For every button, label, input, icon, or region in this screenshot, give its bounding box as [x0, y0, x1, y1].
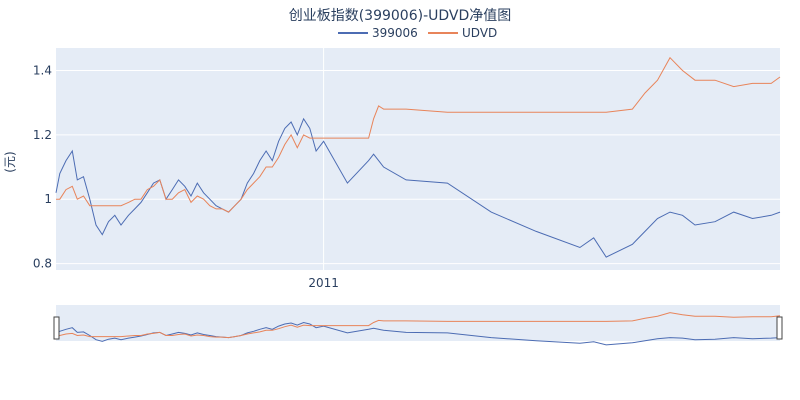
y-tick-label: 0.8: [33, 257, 52, 271]
plot-background: [56, 48, 780, 270]
y-tick-label: 1: [44, 192, 52, 206]
grid-lines: [56, 48, 780, 270]
y-axis-label: (元): [3, 151, 17, 172]
range-slider-handle-left[interactable]: [53, 316, 60, 340]
series-line-399006[interactable]: [55, 117, 781, 258]
y-axis-ticks: 0.8 1 1.2 1.4: [33, 64, 52, 271]
legend-label: 399006: [372, 26, 418, 40]
series-lines[interactable]: [55, 56, 781, 258]
range-slider-line-399006: [55, 321, 781, 346]
series-line-udvd[interactable]: [56, 56, 781, 213]
x-tick-label: 2011: [308, 276, 339, 290]
y-tick-label: 1.4: [33, 64, 52, 78]
range-slider-background: [56, 305, 780, 341]
range-slider[interactable]: [53, 305, 783, 346]
y-tick-label: 1.2: [33, 128, 52, 142]
range-slider-line-udvd: [56, 312, 781, 339]
legend-item-udvd[interactable]: UDVD: [428, 26, 497, 40]
legend-item-399006[interactable]: 399006: [338, 26, 418, 40]
legend-label: UDVD: [462, 26, 497, 40]
x-axis-ticks: 2011: [308, 276, 339, 290]
range-slider-handle-right[interactable]: [776, 316, 783, 340]
range-slider-series: [55, 312, 781, 346]
chart-title: 创业板指数(399006)-UDVD净值图: [289, 8, 512, 24]
legend[interactable]: 399006 UDVD: [338, 26, 497, 40]
